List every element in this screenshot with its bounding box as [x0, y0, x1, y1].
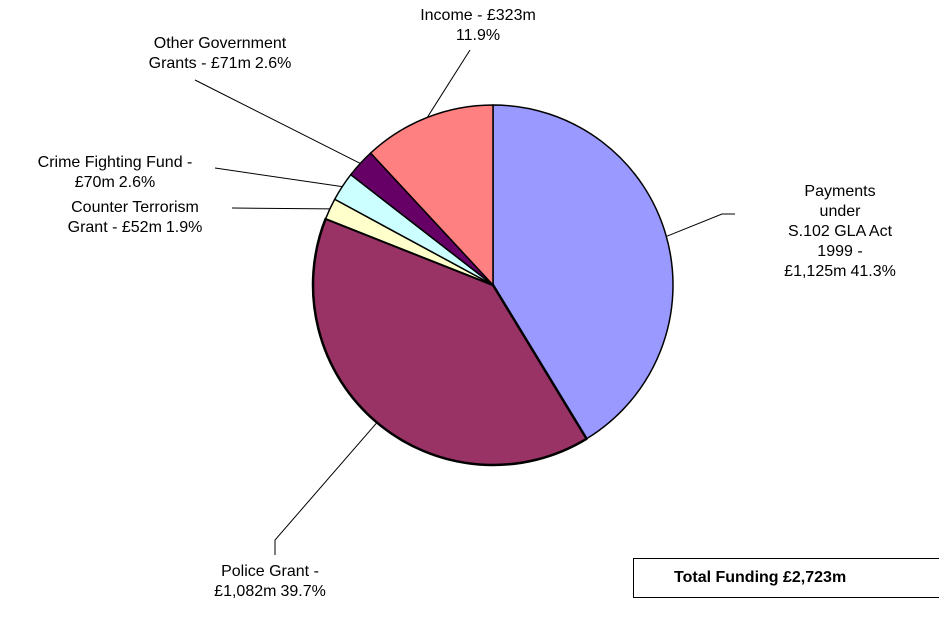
value-label: 39.7%	[280, 583, 326, 600]
leader-line	[426, 49, 471, 118]
pie-slice	[311, 217, 588, 467]
value-label: 41.3%	[850, 263, 896, 280]
slice-label: Counter Terrorism Grant - £52m 1.9%	[68, 198, 203, 238]
leader-line	[231, 207, 330, 210]
leader-line	[214, 167, 343, 188]
pie-slice	[492, 104, 674, 440]
pie-slice	[369, 104, 494, 286]
slice-label: Payments under S.102 GLA Act 1999 - £1,1…	[784, 182, 896, 282]
value-label: 2.6%	[118, 174, 156, 191]
slice-label: Other Government Grants - £71m 2.6%	[149, 34, 292, 74]
slice-label: Income - £323m 11.9%	[420, 6, 536, 46]
leader-line	[274, 422, 378, 555]
category-label: Police Grant - £1,082m	[214, 563, 319, 600]
value-label: 11.9%	[455, 27, 501, 44]
value-label: 1.9%	[165, 219, 203, 236]
category-label: Crime Fighting Fund - £70m	[37, 154, 193, 191]
category-label: Other Government Grants - £71m	[148, 35, 287, 72]
slice-label: Police Grant - £1,082m 39.7%	[214, 562, 326, 602]
leader-line	[194, 79, 361, 164]
category-label: Income - £323m	[420, 7, 536, 24]
leader-line	[666, 213, 735, 237]
category-label: Counter Terrorism Grant - £52m	[67, 199, 199, 236]
total-annotation: Total Funding £2,723m	[633, 558, 939, 598]
category-label: Payments under S.102 GLA Act 1999 - £1,1…	[784, 183, 893, 280]
slice-label: Crime Fighting Fund - £70m 2.6%	[38, 153, 193, 193]
value-label: 2.6%	[254, 55, 292, 72]
